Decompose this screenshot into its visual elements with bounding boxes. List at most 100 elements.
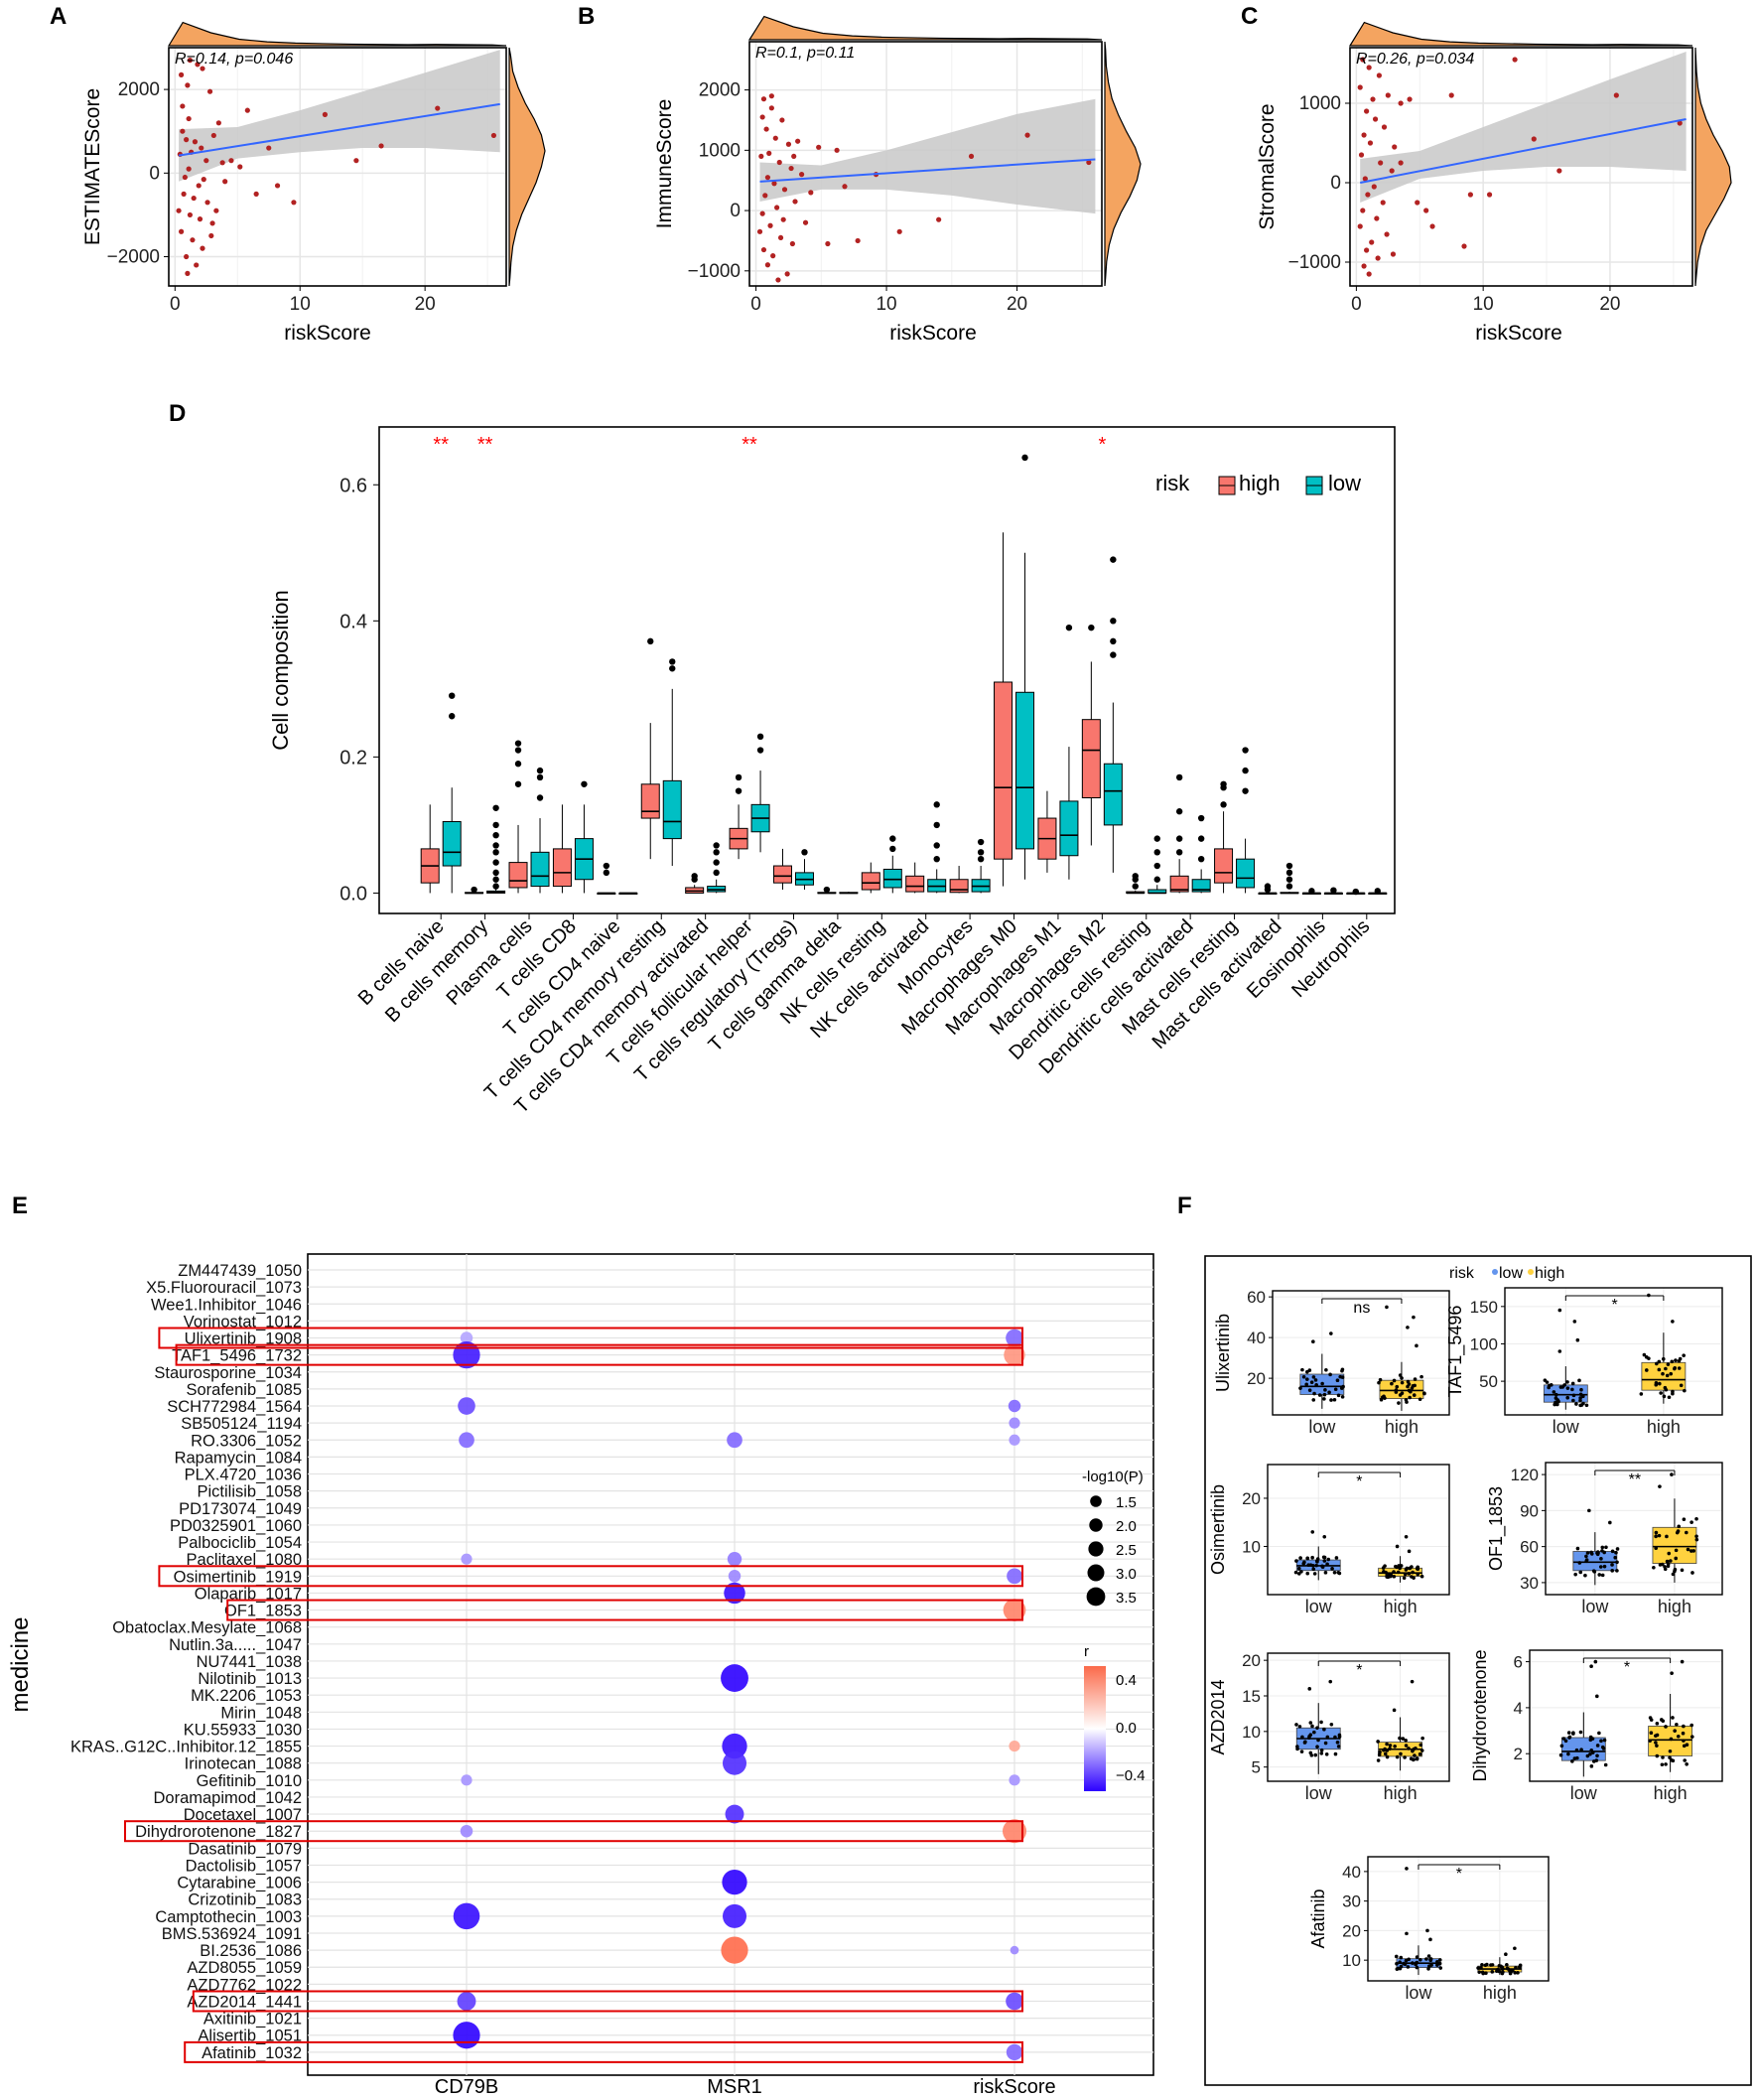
- jitter-point: [1333, 1387, 1338, 1392]
- jitter-point: [1652, 1565, 1656, 1570]
- data-point: [1371, 184, 1377, 190]
- box-high: [552, 848, 572, 888]
- row-label: KRAS..G12C..Inhibitor.12_1855: [70, 1739, 302, 1756]
- box-high: [861, 872, 880, 891]
- dot: [461, 1553, 473, 1565]
- jitter-point: [1332, 1570, 1337, 1575]
- outlier-point: [1175, 773, 1183, 781]
- jitter-point: [1418, 1397, 1422, 1402]
- jitter-point: [1377, 1380, 1381, 1385]
- x-tick-label: low: [1405, 1983, 1432, 2003]
- jitter-point: [1335, 1378, 1340, 1382]
- jitter-point: [1516, 1971, 1520, 1975]
- jitter-point: [1553, 1392, 1558, 1397]
- data-point: [186, 166, 192, 172]
- jitter-point: [1614, 1550, 1618, 1555]
- row-label: Vorinostat_1012: [184, 1313, 302, 1330]
- jitter-point: [1337, 1735, 1342, 1739]
- x-tick-label: 0: [170, 294, 181, 315]
- jitter-point: [1578, 1570, 1583, 1575]
- jitter-point: [1479, 1966, 1483, 1970]
- jitter-point: [1600, 1573, 1605, 1578]
- row-label: Camptothecin_1003: [155, 1908, 302, 1926]
- data-point: [185, 82, 191, 88]
- jitter-point: [1427, 1964, 1431, 1968]
- box-high: [1214, 848, 1234, 884]
- jitter-point: [1322, 1555, 1327, 1560]
- data-point: [1389, 168, 1395, 174]
- jitter-point: [1388, 1747, 1392, 1750]
- jitter-point: [1413, 1377, 1418, 1381]
- jitter-point: [1415, 1955, 1419, 1959]
- data-point: [206, 88, 213, 94]
- jitter-point: [1333, 1735, 1337, 1740]
- jitter-point: [1495, 1969, 1499, 1973]
- outlier-point: [1322, 1534, 1327, 1539]
- jitter-point: [1326, 1557, 1331, 1562]
- jitter-point: [1570, 1759, 1574, 1763]
- jitter-point: [1597, 1731, 1601, 1736]
- scatter-panel-B: 0 10 20 −1000 0 1000 2000 riskScore ImmuneScore R…: [653, 15, 1142, 345]
- jitter-point: [1330, 1567, 1334, 1571]
- jitter-point: [1338, 1374, 1343, 1379]
- jitter-point: [1570, 1387, 1574, 1392]
- jitter-point: [1682, 1517, 1687, 1521]
- jitter-point: [1312, 1391, 1316, 1396]
- outlier-point: [1504, 1952, 1508, 1957]
- jitter-point: [1664, 1725, 1668, 1729]
- jitter-point: [1654, 1546, 1659, 1551]
- outlier-point: [756, 747, 764, 754]
- jitter-point: [1667, 1551, 1672, 1556]
- data-point: [192, 139, 199, 145]
- data-point: [1370, 96, 1376, 102]
- row-label: KU.55933_1030: [184, 1721, 302, 1739]
- jitter-point: [1437, 1958, 1442, 1962]
- jitter-point: [1324, 1368, 1328, 1372]
- row-label: Staurosporine_1034: [154, 1364, 302, 1382]
- data-point: [785, 141, 792, 147]
- dot: [1003, 1819, 1026, 1844]
- outlier-point: [1110, 618, 1117, 625]
- jitter-point: [1690, 1735, 1694, 1739]
- jitter-point: [1677, 1524, 1682, 1529]
- jitter-point: [1336, 1393, 1341, 1398]
- dot: [461, 1774, 473, 1786]
- data-point: [1364, 108, 1370, 114]
- data-point: [253, 191, 259, 197]
- dot: [1003, 1599, 1026, 1621]
- outlier-point: [1110, 651, 1117, 658]
- data-point: [200, 245, 205, 251]
- highlight-box: [124, 1820, 1023, 1843]
- jitter-point: [1570, 1381, 1575, 1386]
- data-point: [842, 184, 848, 190]
- data-point: [775, 277, 781, 283]
- outlier-point: [1285, 869, 1293, 877]
- jitter-point: [1553, 1402, 1556, 1407]
- jitter-point: [1393, 1744, 1397, 1749]
- dot: [459, 1432, 474, 1449]
- plot-frame: [1504, 1287, 1723, 1416]
- row-label: Olaparib_1017: [195, 1585, 302, 1603]
- data-point: [756, 228, 763, 234]
- data-point: [1380, 200, 1386, 206]
- row-label: AZD8055_1059: [187, 1959, 302, 1977]
- outlier-point: [1242, 787, 1249, 794]
- jitter-point: [1571, 1731, 1575, 1735]
- jitter-point: [1415, 1965, 1419, 1970]
- row-label: TAF1_5496_1732: [172, 1347, 302, 1365]
- confidence-band: [1360, 52, 1687, 203]
- x-tick-label: 20: [415, 294, 436, 315]
- outlier-point: [1308, 888, 1315, 895]
- dot: [1004, 1343, 1025, 1366]
- y-tick-label: 20: [1242, 1489, 1261, 1508]
- outlier-point: [1557, 1308, 1562, 1313]
- data-point: [209, 220, 215, 226]
- data-point: [1372, 116, 1379, 122]
- jitter-point: [1398, 1966, 1403, 1971]
- data-point: [1375, 255, 1381, 261]
- jitter-point: [1324, 1751, 1329, 1756]
- outlier-point: [492, 876, 499, 883]
- jitter-point: [1599, 1557, 1603, 1561]
- jitter-point: [1397, 1564, 1401, 1568]
- data-point: [1385, 92, 1391, 98]
